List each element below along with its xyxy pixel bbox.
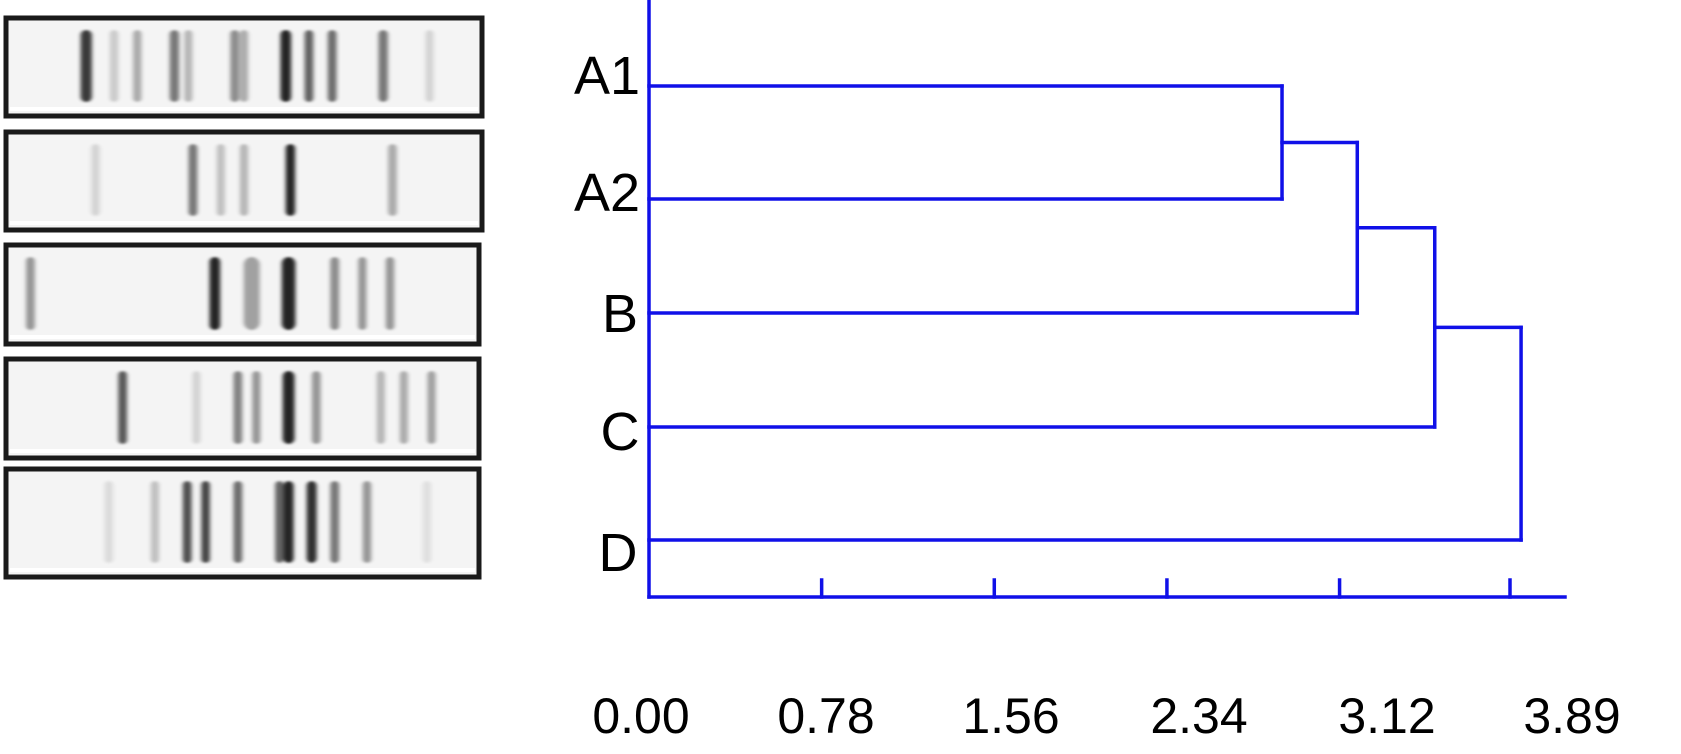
gel-band [427,371,436,444]
axis-tick-labels: 0.00 0.78 1.56 2.34 3.12 3.89 [592,688,1620,744]
gel-band [399,371,408,444]
gel-lane-edge [10,221,478,225]
tick-label-0: 0.00 [592,688,689,744]
gel-band [385,257,395,330]
gel-band [311,371,321,444]
lane-labels: A1 A2 B C D [574,46,640,583]
gel-band [330,481,340,563]
lane-label-b: B [602,284,638,344]
lane-label-a2: A2 [574,163,640,223]
gel-band [80,30,92,102]
gel-band [376,371,385,444]
gel-lane-c [3,356,482,461]
gel-lane-edge [10,449,475,453]
gel-band [425,30,434,102]
gel-band [285,144,296,216]
gel-band [239,30,249,102]
gel-band [243,257,260,330]
tick-label-4: 3.12 [1338,688,1435,744]
gel-band-group [80,30,434,102]
gel-lane-frame [3,466,482,580]
gel-band [184,30,193,102]
gel-lane-edge [10,107,478,111]
dendrogram [647,0,1567,599]
gel-band [109,30,119,102]
gel-band [188,144,198,216]
gel-band [91,144,100,216]
gel-lane-edge [10,568,475,572]
gel-band [201,481,210,563]
gel-lane-frame [3,242,482,347]
gel-band [280,30,292,102]
gel-band [104,481,114,563]
gel-band [216,144,225,216]
gel-band [252,371,261,444]
gel-band [327,30,337,102]
gel-lane-a1 [3,15,485,119]
gel-band [388,144,397,216]
gel-band [182,481,192,563]
gel-band [133,30,142,102]
gel-band-group [26,257,395,330]
tick-label-2: 1.56 [962,688,1059,744]
gel-band [233,371,243,444]
gel-lane-a2 [3,129,485,233]
gel-band [150,481,160,563]
gel-band [362,481,372,563]
gel-lane-frame [3,356,482,461]
gel-band [283,481,294,563]
gel-band [304,30,314,102]
gel-band-group [118,371,436,444]
gel-band [169,30,180,102]
lane-label-a1: A1 [574,46,640,106]
gel-band [239,144,249,216]
gel-lane-edge [10,335,475,339]
tick-label-5: 3.89 [1523,688,1620,744]
gel-band [282,371,295,444]
gel-band [26,257,35,330]
lane-label-c: C [601,402,640,462]
gel-band [209,257,221,330]
gel-band-group [91,144,397,216]
gel-band [118,371,128,444]
gel-band [233,481,243,563]
gel-lane-d [3,466,482,580]
gel-band [330,257,340,330]
gel-band [192,371,201,444]
gel-band [358,257,367,330]
gel-band [306,481,317,563]
tick-label-3: 2.34 [1150,688,1247,744]
gel-image [3,15,485,580]
gel-lane-b [3,242,482,347]
gel-band [422,481,431,563]
gel-band [275,481,284,563]
tick-label-1: 0.78 [777,688,874,744]
lane-label-d: D [599,523,638,583]
gel-band [378,30,388,102]
gel-band [281,257,296,330]
gel-band-group [104,481,431,563]
gel-band [230,30,240,102]
